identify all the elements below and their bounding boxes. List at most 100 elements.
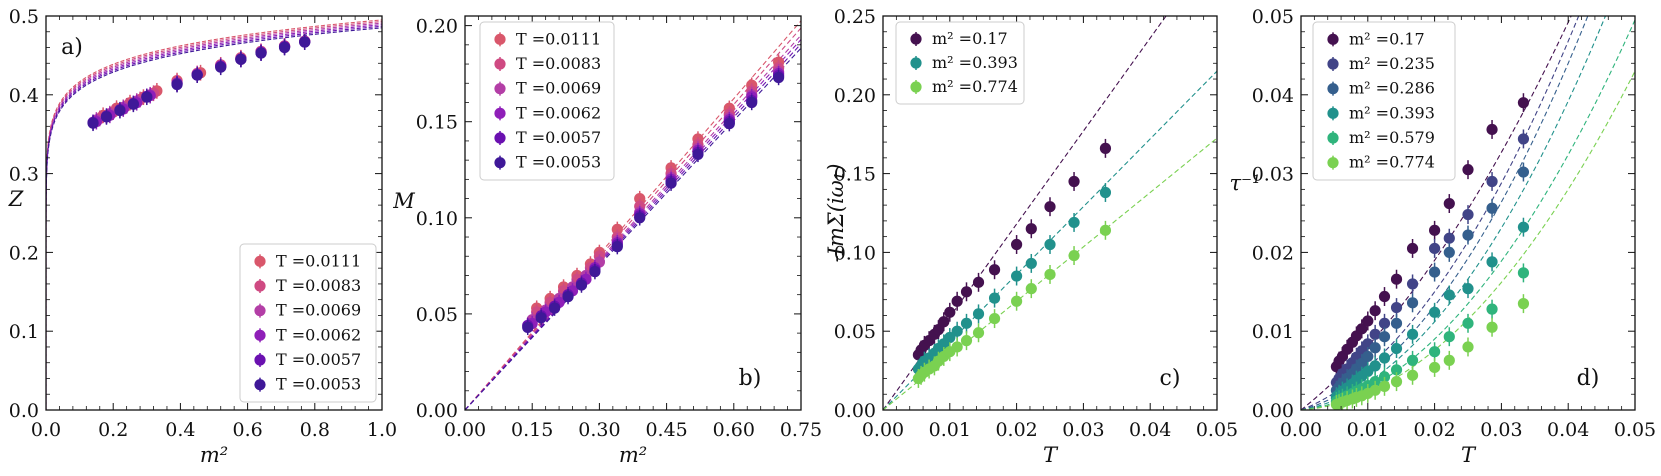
data-point <box>1462 229 1474 241</box>
legend-marker <box>494 83 506 95</box>
fit-line <box>465 20 801 410</box>
x-tick-label: 0.00 <box>444 419 486 441</box>
data-point <box>1369 342 1381 354</box>
x-tick-label: 0.60 <box>713 419 755 441</box>
data-point <box>773 71 785 84</box>
data-point <box>972 276 985 288</box>
x-axis-label: m² <box>200 443 228 467</box>
legend-label: m² =0.235 <box>1349 54 1435 73</box>
legend-label: T =0.0053 <box>516 153 601 172</box>
y-tick-label: 0.00 <box>1252 400 1294 422</box>
data-point <box>1429 306 1441 318</box>
fit-line <box>883 70 1217 410</box>
data-point <box>141 91 153 103</box>
y-tick-label: 0.4 <box>9 85 39 107</box>
legend-label: m² =0.774 <box>1349 153 1435 172</box>
y-tick-label: 0.04 <box>1252 85 1294 107</box>
data-point <box>1486 321 1498 333</box>
data-point <box>562 291 574 303</box>
data-point <box>1443 232 1455 244</box>
data-point <box>1378 331 1391 343</box>
data-point <box>1369 384 1381 396</box>
data-point <box>191 69 203 81</box>
data-point <box>972 308 985 320</box>
data-point <box>944 306 956 318</box>
x-axis-label: m² <box>619 443 647 467</box>
y-tick-label: 0.20 <box>416 16 458 38</box>
legend-marker <box>910 33 922 45</box>
x-tick-label: 0.03 <box>1480 419 1522 441</box>
legend-box <box>895 21 1025 105</box>
data-point <box>535 312 547 324</box>
legend-label: m² =0.17 <box>1349 29 1425 48</box>
data-point <box>1390 364 1403 376</box>
plot-area <box>465 20 801 410</box>
y-tick-label: 0.03 <box>1252 164 1294 186</box>
panel-label: d) <box>1577 366 1600 391</box>
data-point <box>589 266 601 278</box>
axes-frame <box>1300 15 1636 411</box>
y-tick-label: 0.3 <box>9 164 39 186</box>
legend-marker <box>1327 132 1339 144</box>
legend-box <box>1312 21 1456 181</box>
y-tick-label: 0.05 <box>416 304 458 326</box>
data-point <box>1406 242 1419 255</box>
legend-label: m² =0.393 <box>932 53 1018 72</box>
legend: m² =0.17 m² =0.393 m² =0.774 <box>895 21 1025 105</box>
legend-label: m² =0.17 <box>932 29 1008 48</box>
legend-label: T =0.0111 <box>276 251 361 270</box>
data-point <box>1443 354 1455 366</box>
data-point <box>1462 164 1474 176</box>
legend-marker <box>1327 83 1339 95</box>
data-point <box>1486 175 1498 188</box>
legend-label: T =0.0111 <box>516 29 601 48</box>
data-point <box>723 118 735 130</box>
data-point <box>932 324 945 336</box>
panel-label: a) <box>61 35 83 60</box>
panel-b: 0.00 0.15 0.30 0.45 0.60 0.75 0.00 0.05 0.10 0.15… <box>392 15 822 467</box>
data-point <box>1369 305 1381 317</box>
data-point <box>1390 317 1403 329</box>
data-point <box>1378 290 1391 303</box>
fit-line <box>46 19 382 410</box>
y-tick-label: 0.1 <box>9 321 39 343</box>
x-tick-label: 0.05 <box>1196 419 1238 441</box>
legend-label: T =0.0057 <box>516 128 601 147</box>
data-point <box>1044 268 1056 281</box>
data-point <box>522 321 534 333</box>
data-point <box>1011 270 1023 282</box>
x-tick-label: 0.01 <box>929 419 971 441</box>
legend-label: T =0.0057 <box>276 350 361 369</box>
data-point <box>1429 224 1441 236</box>
data-point <box>938 316 950 328</box>
data-point <box>1443 331 1455 343</box>
data-point <box>1462 341 1474 353</box>
data-point <box>1406 278 1419 290</box>
data-point <box>960 286 973 298</box>
legend: T =0.0111 T =0.0083 T =0.0069 T =0.0062 T =0… <box>239 243 377 403</box>
y-tick-label: 0.02 <box>1252 242 1294 264</box>
plot-area <box>1301 16 1635 410</box>
data-point <box>1011 238 1023 251</box>
plot-area <box>46 19 382 410</box>
y-tick-label: 0.01 <box>1252 321 1294 343</box>
legend-label: m² =0.286 <box>1349 79 1435 98</box>
data-point <box>1406 369 1419 381</box>
axes-frame <box>45 15 383 411</box>
data-point <box>1517 97 1530 109</box>
fit-line <box>465 27 801 410</box>
legend-marker <box>494 58 506 70</box>
legend-marker <box>1327 107 1339 119</box>
x-tick-label: 0.30 <box>578 419 620 441</box>
data-point <box>1486 256 1498 268</box>
data-point <box>1462 283 1474 295</box>
data-point <box>1025 223 1037 235</box>
data-point <box>1443 246 1455 258</box>
plot-area <box>883 16 1217 410</box>
panel-c: 0.00 0.01 0.02 0.03 0.04 0.05 0.00 0.05 0.10 0.15… <box>824 6 1238 467</box>
data-point <box>634 192 646 205</box>
x-tick-label: 0.75 <box>780 419 822 441</box>
legend: T =0.0111 T =0.0083 T =0.0069 T =0.0062 T =0… <box>479 21 615 181</box>
x-tick-label: 0.03 <box>1062 419 1104 441</box>
y-tick-label: 0.25 <box>834 6 876 28</box>
